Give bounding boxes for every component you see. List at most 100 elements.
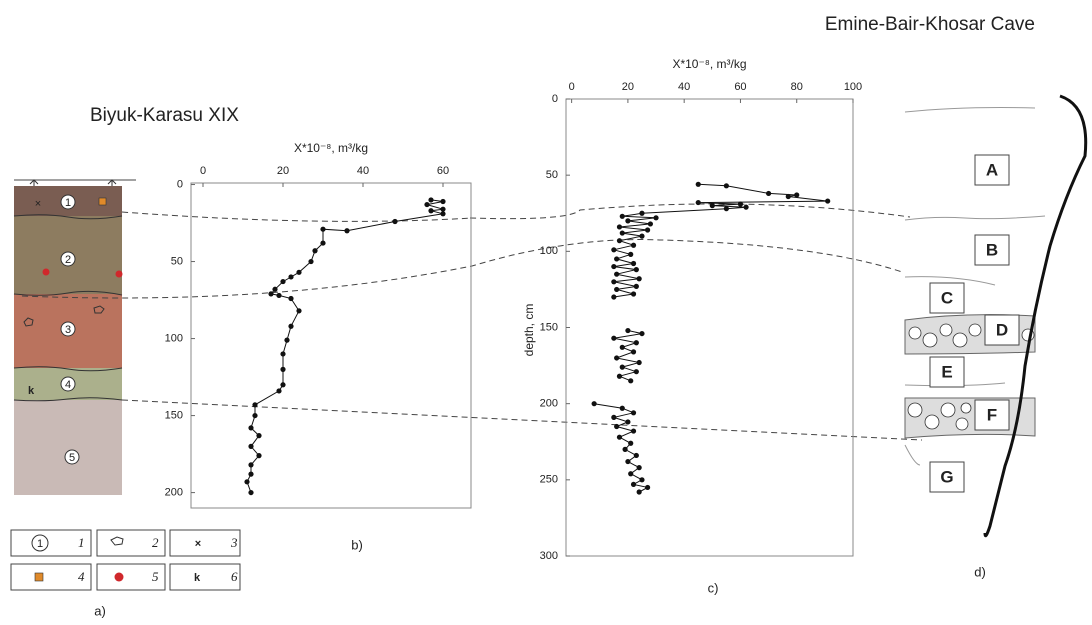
unit-box: [929, 282, 965, 314]
data-point: [611, 294, 617, 300]
chart: 0 20 40 60 80 100 0 50 100 150 200 250 300 X*10⁻⁸, m³…: [522, 14, 1035, 595]
data-point: [252, 402, 258, 408]
legend-symbol: [34, 572, 44, 582]
data-point: [614, 256, 620, 262]
data-point: [630, 291, 637, 297]
y-tick-label: 0: [177, 178, 183, 190]
data-point: [619, 344, 625, 350]
data-point: [630, 410, 637, 416]
data-point: [248, 425, 254, 431]
data-point: [709, 203, 715, 209]
y-tick-label: 200: [540, 398, 558, 410]
layer-number: 4: [65, 379, 71, 391]
y-tick-label: 300: [540, 550, 558, 562]
x-axis-label: X*10⁻⁸, m³/kg: [294, 141, 368, 155]
layer-number: 2: [65, 254, 71, 266]
x-tick-label: 60: [734, 81, 746, 93]
data-point: [288, 295, 294, 302]
legend-box: [169, 529, 241, 557]
data-point: [636, 276, 642, 282]
layer-marker: [60, 321, 76, 337]
data-point: [644, 227, 651, 233]
data-point: [628, 471, 634, 477]
data-point: [639, 330, 645, 337]
layer-number: 3: [65, 324, 71, 336]
data-point: [248, 489, 254, 496]
cave-section: A B C D E F G d): [904, 94, 1088, 579]
data-point: [428, 208, 434, 214]
unit-label: E: [941, 362, 952, 381]
data-point: [616, 373, 623, 379]
legend-symbol: [114, 572, 124, 582]
x-tick-label: 0: [569, 81, 575, 93]
layer-boundary: [13, 214, 123, 402]
legend-symbol: [31, 534, 49, 552]
panel-label: d): [974, 564, 986, 579]
legend-symbol-text: k: [194, 572, 201, 584]
data-point: [628, 251, 634, 257]
panel-label: c): [708, 580, 719, 595]
y-axis-label: depth, cm: [522, 304, 536, 357]
data-point: [440, 198, 446, 205]
data-point: [639, 233, 645, 239]
data-point: [611, 263, 617, 270]
unit-box: [929, 356, 965, 388]
data-point: [272, 286, 278, 292]
data-point: [636, 489, 642, 495]
layer-marker: [60, 376, 76, 392]
unit-box: [984, 314, 1020, 346]
data-point: [614, 271, 620, 277]
x-axis-label: X*10⁻⁸, m³/kg: [672, 57, 746, 71]
data-point: [611, 414, 617, 420]
layer-number: 1: [65, 197, 71, 209]
data-point: [630, 242, 637, 248]
data-point: [614, 423, 620, 430]
y-tick-label: 100: [165, 332, 183, 344]
data-point: [630, 260, 637, 267]
correlation-line: [21, 203, 923, 441]
cross-symbol: ×: [35, 198, 41, 210]
legend-number: 3: [230, 535, 238, 550]
data-point: [440, 206, 446, 212]
legend-number: 4: [78, 569, 85, 584]
x-tick-label: 0: [200, 165, 206, 177]
data-point: [591, 401, 597, 407]
data-point: [248, 443, 254, 449]
data-point: [312, 248, 318, 254]
y-tick-label: 150: [165, 409, 183, 421]
legend-number: 5: [152, 569, 159, 584]
data-point: [630, 481, 637, 488]
unit-labels: A B C D E F G: [929, 154, 1020, 493]
data-point: [268, 291, 274, 297]
data-point: [280, 366, 286, 372]
data-point: [616, 224, 623, 230]
data-line: [246, 199, 444, 493]
data-point: [633, 452, 639, 459]
plot-frame: [565, 98, 854, 557]
data-point: [611, 247, 617, 253]
data-point: [737, 201, 744, 207]
data-point: [428, 197, 434, 203]
unit-label: B: [986, 240, 998, 259]
data-point: [743, 204, 749, 210]
k-symbol: k: [28, 385, 35, 397]
data-point: [248, 471, 254, 477]
data-point: [625, 327, 631, 334]
unit-label: C: [941, 288, 953, 307]
red-dot: [42, 268, 50, 276]
chart-title: Emine-Bair-Khosar Cave: [825, 14, 1035, 35]
y-tick-label: 50: [171, 255, 183, 267]
data-point: [344, 228, 350, 234]
layer-marker: [60, 194, 76, 210]
legend-box: [96, 529, 166, 557]
data-point: [248, 462, 254, 468]
y-tick-label: 200: [165, 487, 183, 499]
data-point: [695, 199, 701, 206]
plot-frame: [190, 182, 472, 509]
data-point: [244, 479, 250, 485]
data-point: [280, 382, 286, 388]
legend-box: [169, 563, 241, 591]
data-point: [619, 364, 625, 370]
unit-label: G: [940, 467, 953, 486]
x-tick-label: 60: [437, 165, 449, 177]
